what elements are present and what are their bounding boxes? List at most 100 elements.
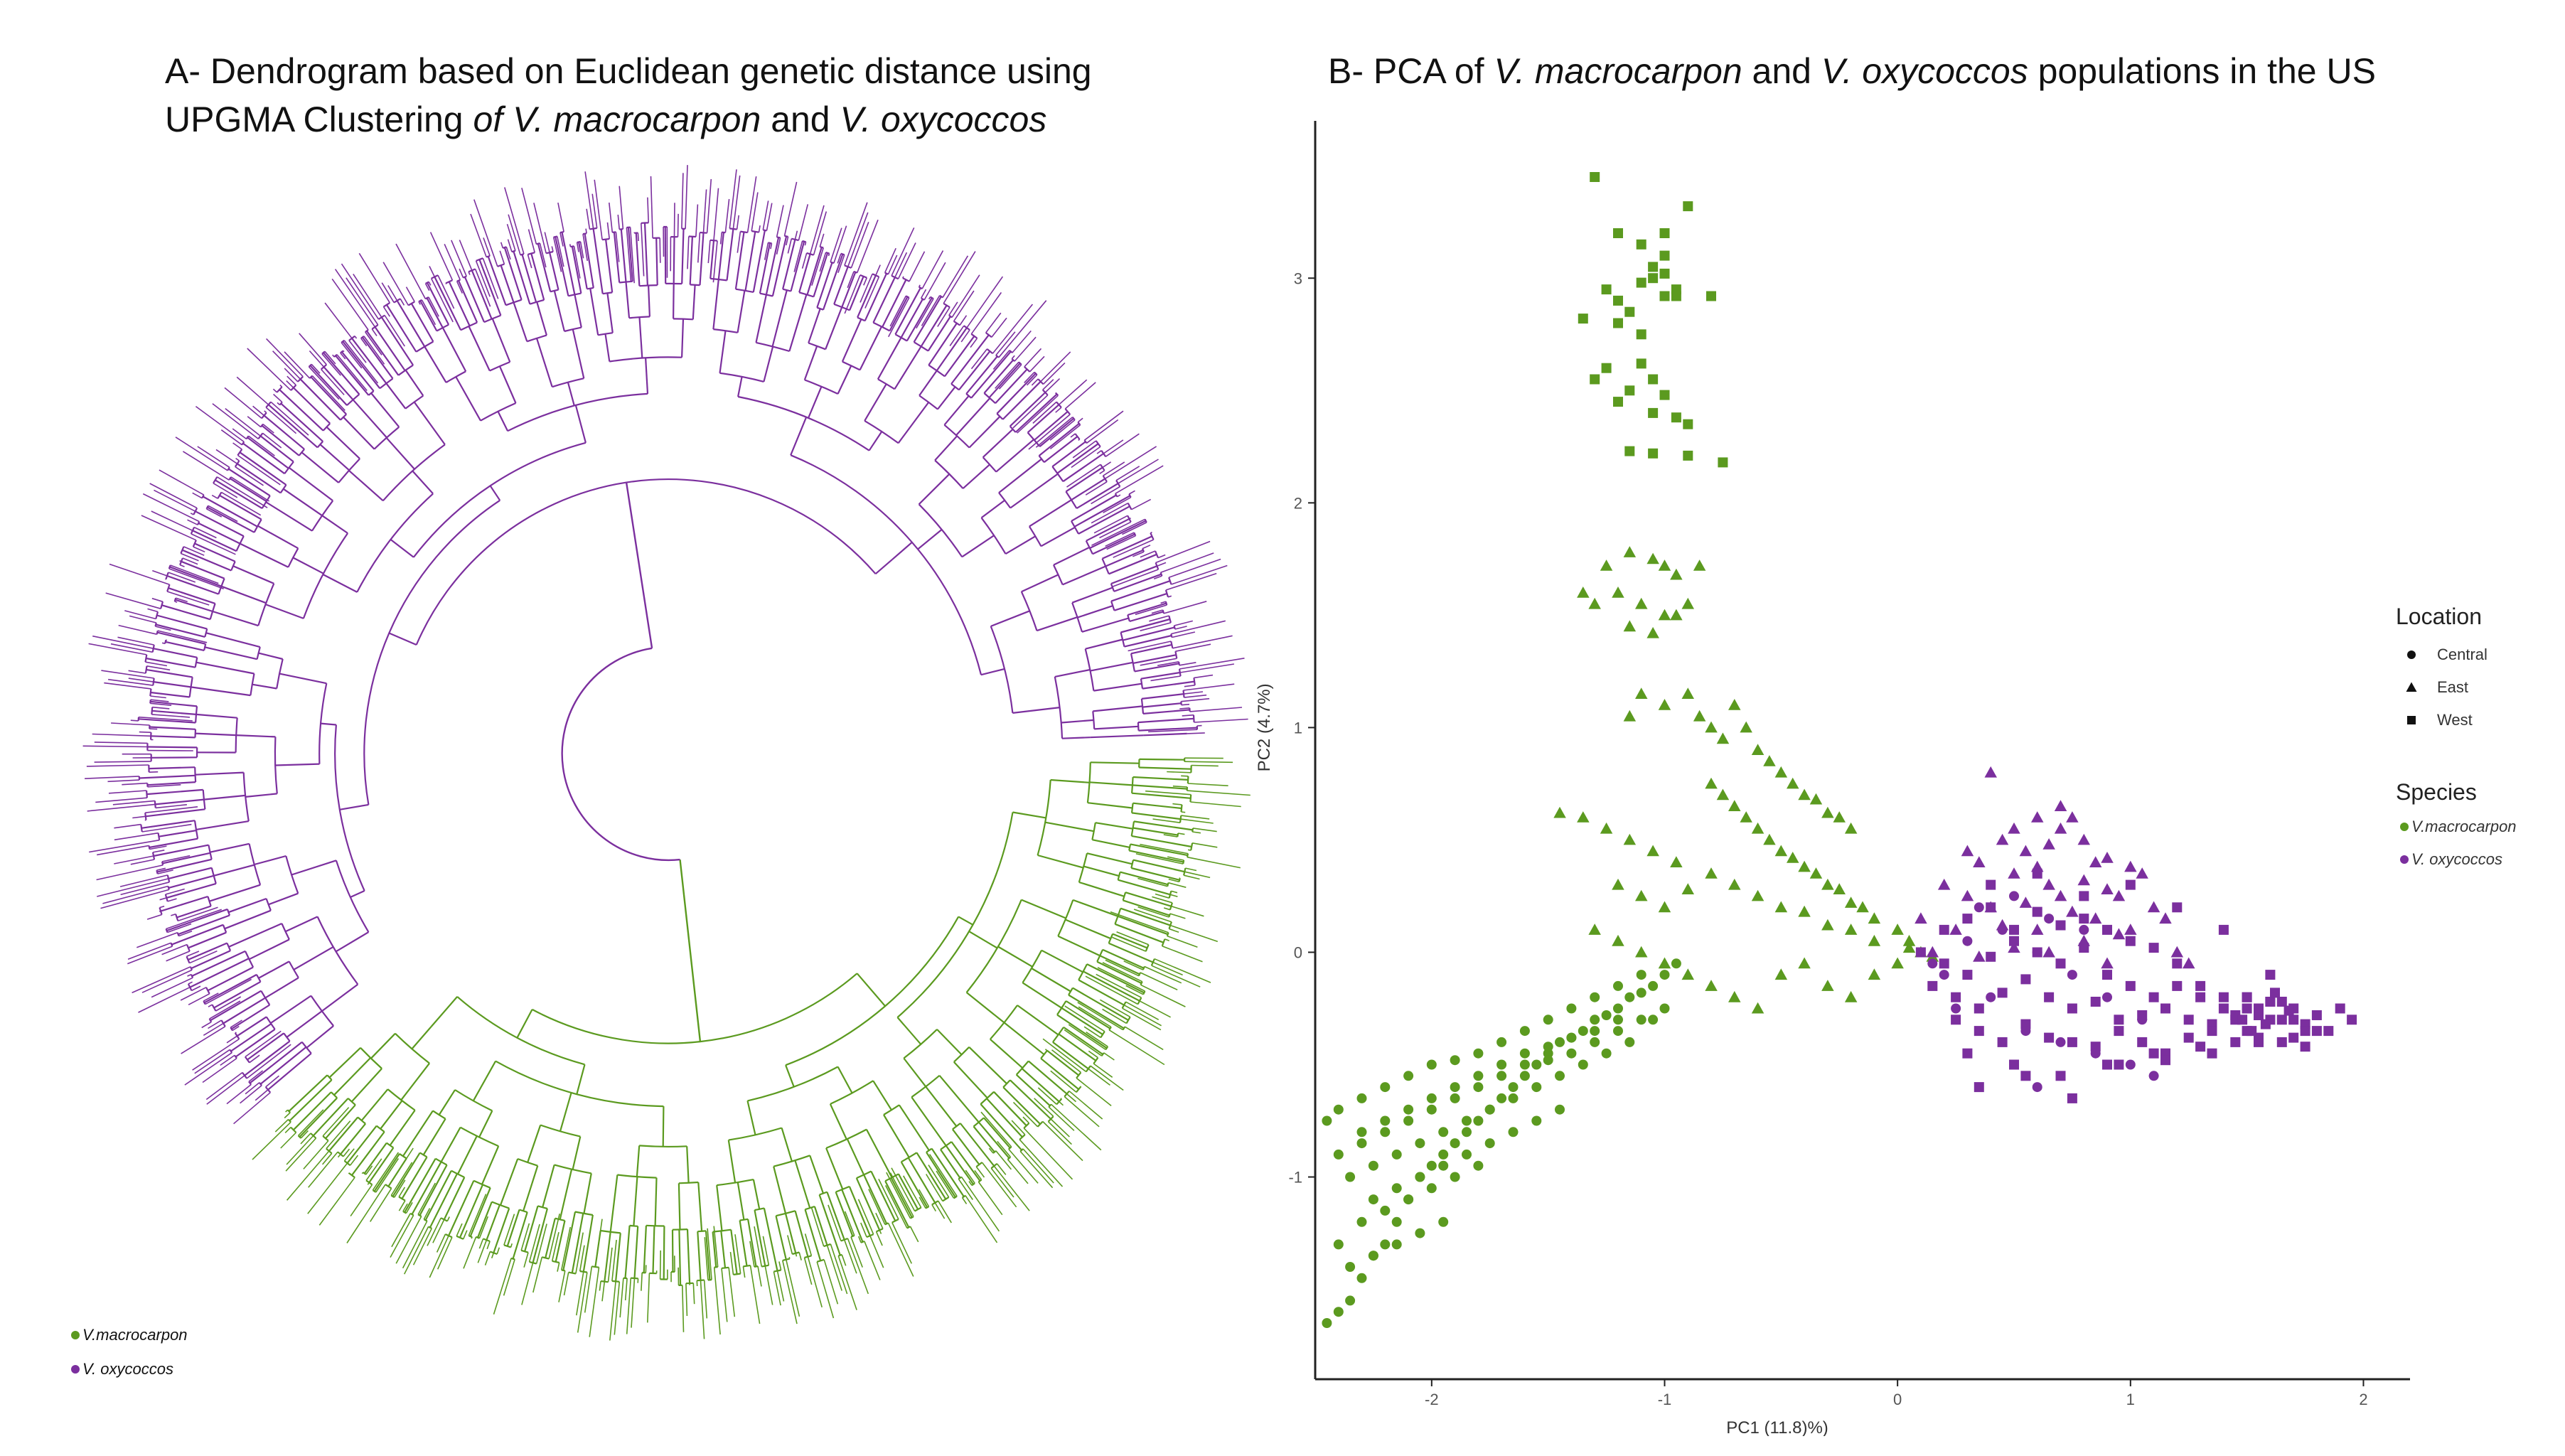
leaf-branch [112, 800, 155, 805]
leaf-branch [551, 1232, 559, 1261]
leaf-branch [782, 1260, 798, 1324]
leaf-branch [928, 1165, 950, 1198]
leaf-branch [1086, 419, 1119, 444]
data-point [1635, 597, 1648, 609]
leaf-branch [500, 242, 504, 249]
internal-branch [247, 437, 289, 469]
leaf-branch [1184, 691, 1204, 695]
internal-branch [1061, 1007, 1103, 1036]
leaf-branch [381, 282, 395, 304]
data-point [1774, 845, 1788, 857]
leaf-branch [762, 200, 769, 230]
leaf-branch [837, 1256, 857, 1310]
leaf-branch [776, 205, 784, 237]
leaf-branch [998, 364, 1022, 390]
leaf-branch [721, 1268, 728, 1322]
internal-branch [1062, 565, 1106, 586]
series-3 [1915, 766, 2195, 969]
leaf-branch [247, 348, 291, 391]
leaf-branch [1071, 446, 1101, 469]
internal-branch [146, 788, 203, 796]
leaf-branch [1069, 1091, 1103, 1120]
leaf-branch [400, 298, 405, 306]
leaf-branch [1157, 562, 1167, 567]
data-point [1716, 788, 1730, 801]
branch-arc [248, 843, 262, 886]
branch-arc [1141, 548, 1145, 552]
branch-arc [918, 503, 963, 557]
leaf-branch [341, 342, 363, 369]
internal-branch [576, 1064, 586, 1095]
leaf-branch [1192, 842, 1218, 848]
internal-branch [1093, 682, 1142, 692]
internal-branch [203, 973, 257, 1004]
data-point [2101, 957, 2114, 969]
internal-branch [633, 1226, 639, 1279]
leaf-branch [277, 402, 281, 406]
leaf-branch [1083, 410, 1124, 441]
leaf-branch [1171, 564, 1228, 585]
leaf-branch [473, 199, 498, 267]
branch-arc [768, 242, 772, 245]
branch-arc [1115, 480, 1121, 488]
leaf-branch [1164, 938, 1169, 942]
internal-branch [643, 223, 648, 286]
branch-arc [245, 1056, 250, 1064]
leaf-branch [114, 823, 141, 829]
branch-arc [1091, 823, 1096, 840]
leaf-branch [1174, 626, 1187, 630]
data-point [1751, 744, 1765, 755]
leaf-branch [1152, 896, 1173, 904]
leaf-branch [279, 385, 283, 387]
data-point [1426, 1059, 1437, 1070]
internal-branch [1128, 850, 1184, 863]
internal-branch [1076, 483, 1119, 510]
data-point [2101, 852, 2114, 863]
internal-branch [928, 322, 958, 366]
internal-branch [1089, 781, 1133, 786]
branch-arc [365, 1179, 373, 1186]
leaf-branch [875, 1212, 884, 1229]
internal-branch [1092, 839, 1130, 848]
internal-branch [198, 522, 241, 545]
data-point [1543, 1015, 1553, 1025]
branch-arc [754, 1265, 759, 1268]
leaf-branch [149, 845, 167, 850]
leaf-branch [828, 1204, 842, 1241]
leaf-branch [159, 905, 165, 909]
x-tick-label: -1 [1658, 1391, 1672, 1408]
legend-label-west: West [2437, 711, 2473, 729]
branch-arc [1128, 844, 1132, 851]
data-point [2311, 1010, 2322, 1020]
internal-branch [1108, 942, 1154, 963]
branch-arc [1101, 450, 1107, 457]
data-point [1613, 295, 1623, 306]
leaf-branch [1172, 631, 1196, 638]
internal-branch [995, 368, 1028, 404]
internal-branch [1029, 499, 1072, 528]
data-point [2044, 992, 2055, 1002]
internal-branch [988, 363, 1021, 399]
root-branch-oxycoccos [625, 482, 653, 648]
internal-branch [913, 296, 942, 343]
leaf-branch [891, 1222, 913, 1264]
leaf-branch [1135, 853, 1184, 864]
leaf-branch [614, 1281, 621, 1335]
internal-branch [195, 510, 245, 537]
internal-branch [191, 950, 246, 977]
leaf-branch [844, 1211, 855, 1236]
internal-branch [872, 277, 896, 323]
leaf-branch [321, 368, 345, 395]
leaf-branch [787, 238, 793, 254]
branch-arc [363, 499, 500, 805]
internal-branch [681, 228, 685, 284]
leaf-branch [1078, 1006, 1112, 1028]
branch-arc [1130, 803, 1134, 813]
leaf-branch [920, 289, 927, 299]
internal-branch [1052, 1042, 1089, 1070]
internal-branch [292, 557, 324, 574]
leaf-branch [787, 1235, 793, 1255]
internal-branch [835, 1192, 854, 1237]
leaf-branch [1152, 961, 1183, 976]
leaf-branch [189, 950, 218, 964]
